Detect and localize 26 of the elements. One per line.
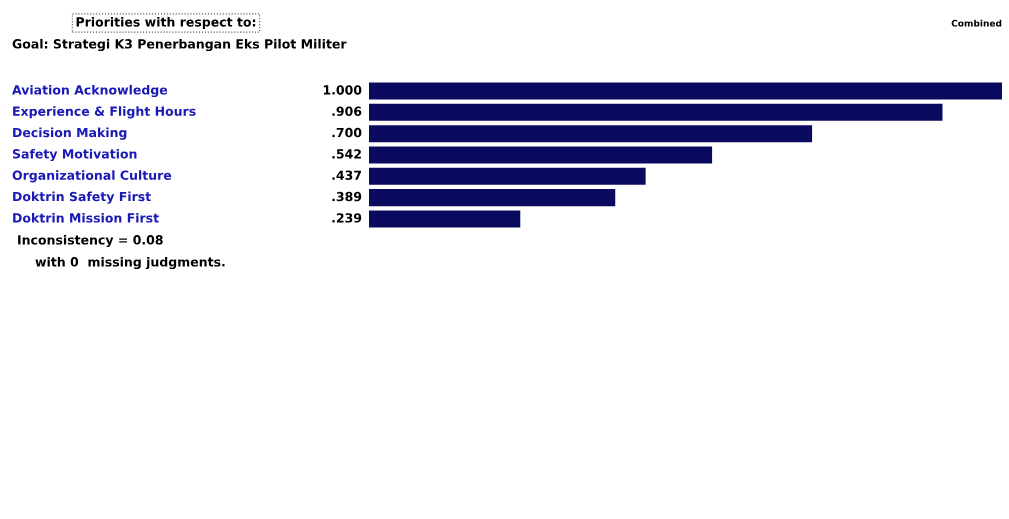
y-tick-label: Safety Motivation	[12, 148, 137, 162]
bar	[369, 146, 713, 164]
bar	[369, 103, 943, 121]
data-label: 1.000	[323, 85, 362, 95]
data-label: .700	[332, 127, 362, 138]
y-tick-label: Doktrin Safety First	[13, 191, 151, 204]
bar	[369, 125, 813, 143]
text: Goal: Strategi K3 Penerbangan Eks Pilot Militer	[12, 38, 347, 52]
y-tick-label: Experience & Flight Hours	[13, 106, 196, 119]
data-label: .389	[332, 191, 362, 202]
data-label: .437	[332, 170, 362, 180]
bar	[369, 82, 1002, 100]
y-tick-label: Aviation Acknowledge	[12, 84, 168, 98]
bar	[369, 167, 646, 185]
y-tick-label: Organizational Culture	[12, 170, 172, 183]
data-label: .542	[332, 149, 361, 159]
text: Priorities with respect to:	[76, 16, 256, 30]
data-label: .906	[332, 106, 362, 116]
bar	[369, 210, 521, 228]
y-tick-label: Decision Making	[13, 127, 127, 140]
y-tick-label: Doktrin Mission First	[13, 212, 159, 223]
bar	[369, 189, 616, 207]
text: with 0 missing judgments.	[35, 256, 225, 270]
text: Inconsistency = 0.08	[18, 234, 163, 248]
data-label: .239	[332, 213, 362, 223]
text: Combined	[951, 19, 1002, 27]
